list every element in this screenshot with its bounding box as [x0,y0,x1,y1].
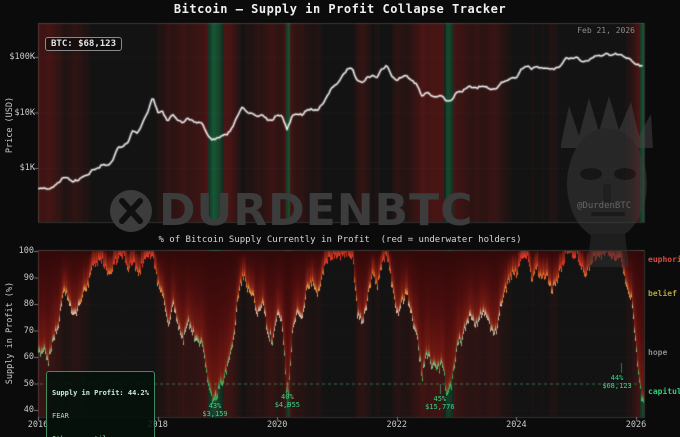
bottom-panel-subtitle: % of Bitcoin Supply Currently in Profit … [158,235,522,245]
current-price-badge: BTC: $68,123 [45,37,123,51]
info-sentiment: FEAR [52,411,69,420]
chart-title: Bitcoin — Supply in Profit Collapse Trac… [173,2,507,16]
watermark: DURDENBTC [110,189,473,233]
supply-axis-label: Supply in Profit (%) [5,281,15,385]
info-supply-in-profit: Supply in Profit: 44.2% [52,389,149,398]
x-logo-icon [110,190,152,232]
watermark-text: DURDENBTC [159,185,474,236]
durden-face-image [561,96,653,267]
date-label: Feb 21, 2026 [577,26,635,35]
info-percentile: 0th percentile [52,435,149,437]
supply-in-profit-info-box: Supply in Profit: 44.2% FEAR 0th percent… [46,371,155,437]
price-axis-label: Price (USD) [5,96,15,154]
